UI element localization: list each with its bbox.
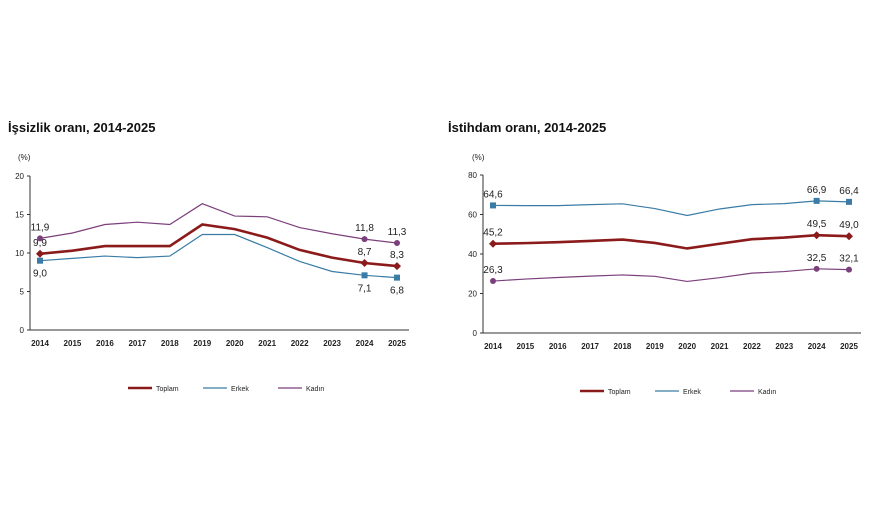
data-point: [845, 232, 853, 241]
data-label: 26,3: [483, 265, 503, 276]
legend-item-Toplam: Toplam: [128, 386, 179, 393]
data-label: 66,4: [839, 186, 859, 197]
legend-label: Toplam: [608, 389, 631, 396]
chart-2: İstihdam oranı, 2014-2025 (%) 0 20 40 60 80 201…: [448, 120, 861, 396]
data-label: 11,9: [31, 222, 50, 233]
x-tick-label: 2024: [808, 342, 826, 351]
chart-1: İşsizlik oranı, 2014-2025 (%) 0 5 10 15 20 2014…: [8, 120, 409, 393]
x-tick-label: 2014: [484, 342, 502, 351]
x-tick-label: 2014: [31, 339, 49, 348]
data-label: 11,8: [355, 223, 374, 234]
data-label: 49,5: [807, 219, 827, 230]
y-axis-label: (%): [472, 153, 485, 162]
y-tick-label: 80: [468, 171, 477, 180]
data-point: [360, 259, 369, 268]
x-tick-label: 2016: [549, 342, 567, 351]
y-tick-label: 5: [20, 288, 25, 297]
chart-title: İstihdam oranı, 2014-2025: [448, 120, 606, 135]
legend-label: Kadın: [758, 389, 776, 396]
legend-label: Erkek: [231, 386, 249, 393]
y-tick-label: 40: [468, 250, 477, 259]
y-axis-label: (%): [18, 153, 31, 162]
series-line-Kadın: [39, 203, 398, 244]
x-tick-label: 2015: [64, 339, 82, 348]
data-label: 7,1: [358, 283, 372, 294]
series-line-Erkek: [39, 233, 398, 279]
data-label: 6,8: [390, 286, 404, 297]
data-point: [846, 266, 852, 273]
data-point: [361, 272, 368, 279]
legend-item-Kadın: Kadın: [730, 389, 776, 396]
data-point: [490, 278, 496, 285]
data-label: 32,1: [839, 254, 859, 265]
x-tick-label: 2019: [646, 342, 664, 351]
x-tick-label: 2025: [840, 342, 858, 351]
data-point: [393, 262, 401, 271]
x-tick-label: 2022: [291, 339, 309, 348]
data-point: [36, 249, 44, 258]
data-point: [37, 257, 43, 264]
x-tick-label: 2023: [775, 342, 793, 351]
chart-title: İşsizlik oranı, 2014-2025: [8, 120, 155, 135]
data-label: 66,9: [807, 185, 827, 196]
data-point: [37, 235, 43, 242]
data-point: [812, 231, 821, 240]
data-label: 9,9: [33, 238, 47, 249]
data-label: 8,3: [390, 250, 404, 261]
data-label: 49,0: [839, 220, 859, 231]
data-point: [813, 265, 820, 272]
x-tick-label: 2022: [743, 342, 761, 351]
x-tick-label: 2017: [581, 342, 599, 351]
legend-item-Kadın: Kadın: [278, 386, 324, 393]
data-label: 9,0: [33, 269, 47, 280]
x-tick-label: 2019: [193, 339, 211, 348]
x-tick-label: 2017: [128, 339, 146, 348]
series-line-Erkek: [492, 200, 850, 217]
data-point: [846, 198, 852, 205]
data-point: [394, 239, 400, 246]
data-point: [394, 274, 400, 281]
y-tick-label: 15: [15, 211, 24, 220]
x-tick-label: 2018: [161, 339, 179, 348]
x-tick-label: 2025: [388, 339, 406, 348]
y-tick-label: 0: [473, 329, 478, 338]
legend-item-Erkek: Erkek: [655, 389, 701, 396]
x-tick-label: 2024: [356, 339, 374, 348]
x-tick-label: 2021: [258, 339, 276, 348]
data-label: 11,3: [388, 227, 407, 238]
series-line-Kadın: [492, 268, 850, 283]
data-label: 45,2: [483, 228, 503, 239]
y-tick-label: 60: [468, 211, 477, 220]
legend-item-Erkek: Erkek: [203, 386, 249, 393]
legend-item-Toplam: Toplam: [580, 389, 631, 396]
legend-label: Erkek: [683, 389, 701, 396]
x-tick-label: 2021: [711, 342, 729, 351]
series-line-Toplam: [492, 233, 850, 250]
y-tick-label: 10: [15, 249, 24, 258]
data-point: [490, 202, 496, 209]
legend-label: Kadın: [306, 386, 324, 393]
data-point: [489, 239, 497, 248]
x-tick-label: 2018: [614, 342, 632, 351]
data-label: 64,6: [483, 189, 503, 200]
data-label: 32,5: [807, 253, 827, 264]
x-tick-label: 2020: [678, 342, 696, 351]
series-line-Toplam: [39, 223, 398, 268]
data-point: [813, 197, 820, 204]
legend-label: Toplam: [156, 386, 179, 393]
x-tick-label: 2015: [516, 342, 534, 351]
x-tick-label: 2016: [96, 339, 114, 348]
data-point: [361, 236, 368, 243]
y-tick-label: 20: [468, 290, 477, 299]
x-tick-label: 2023: [323, 339, 341, 348]
x-tick-label: 2020: [226, 339, 244, 348]
data-label: 8,7: [358, 247, 372, 258]
y-tick-label: 20: [15, 172, 24, 181]
y-tick-label: 0: [20, 326, 25, 335]
